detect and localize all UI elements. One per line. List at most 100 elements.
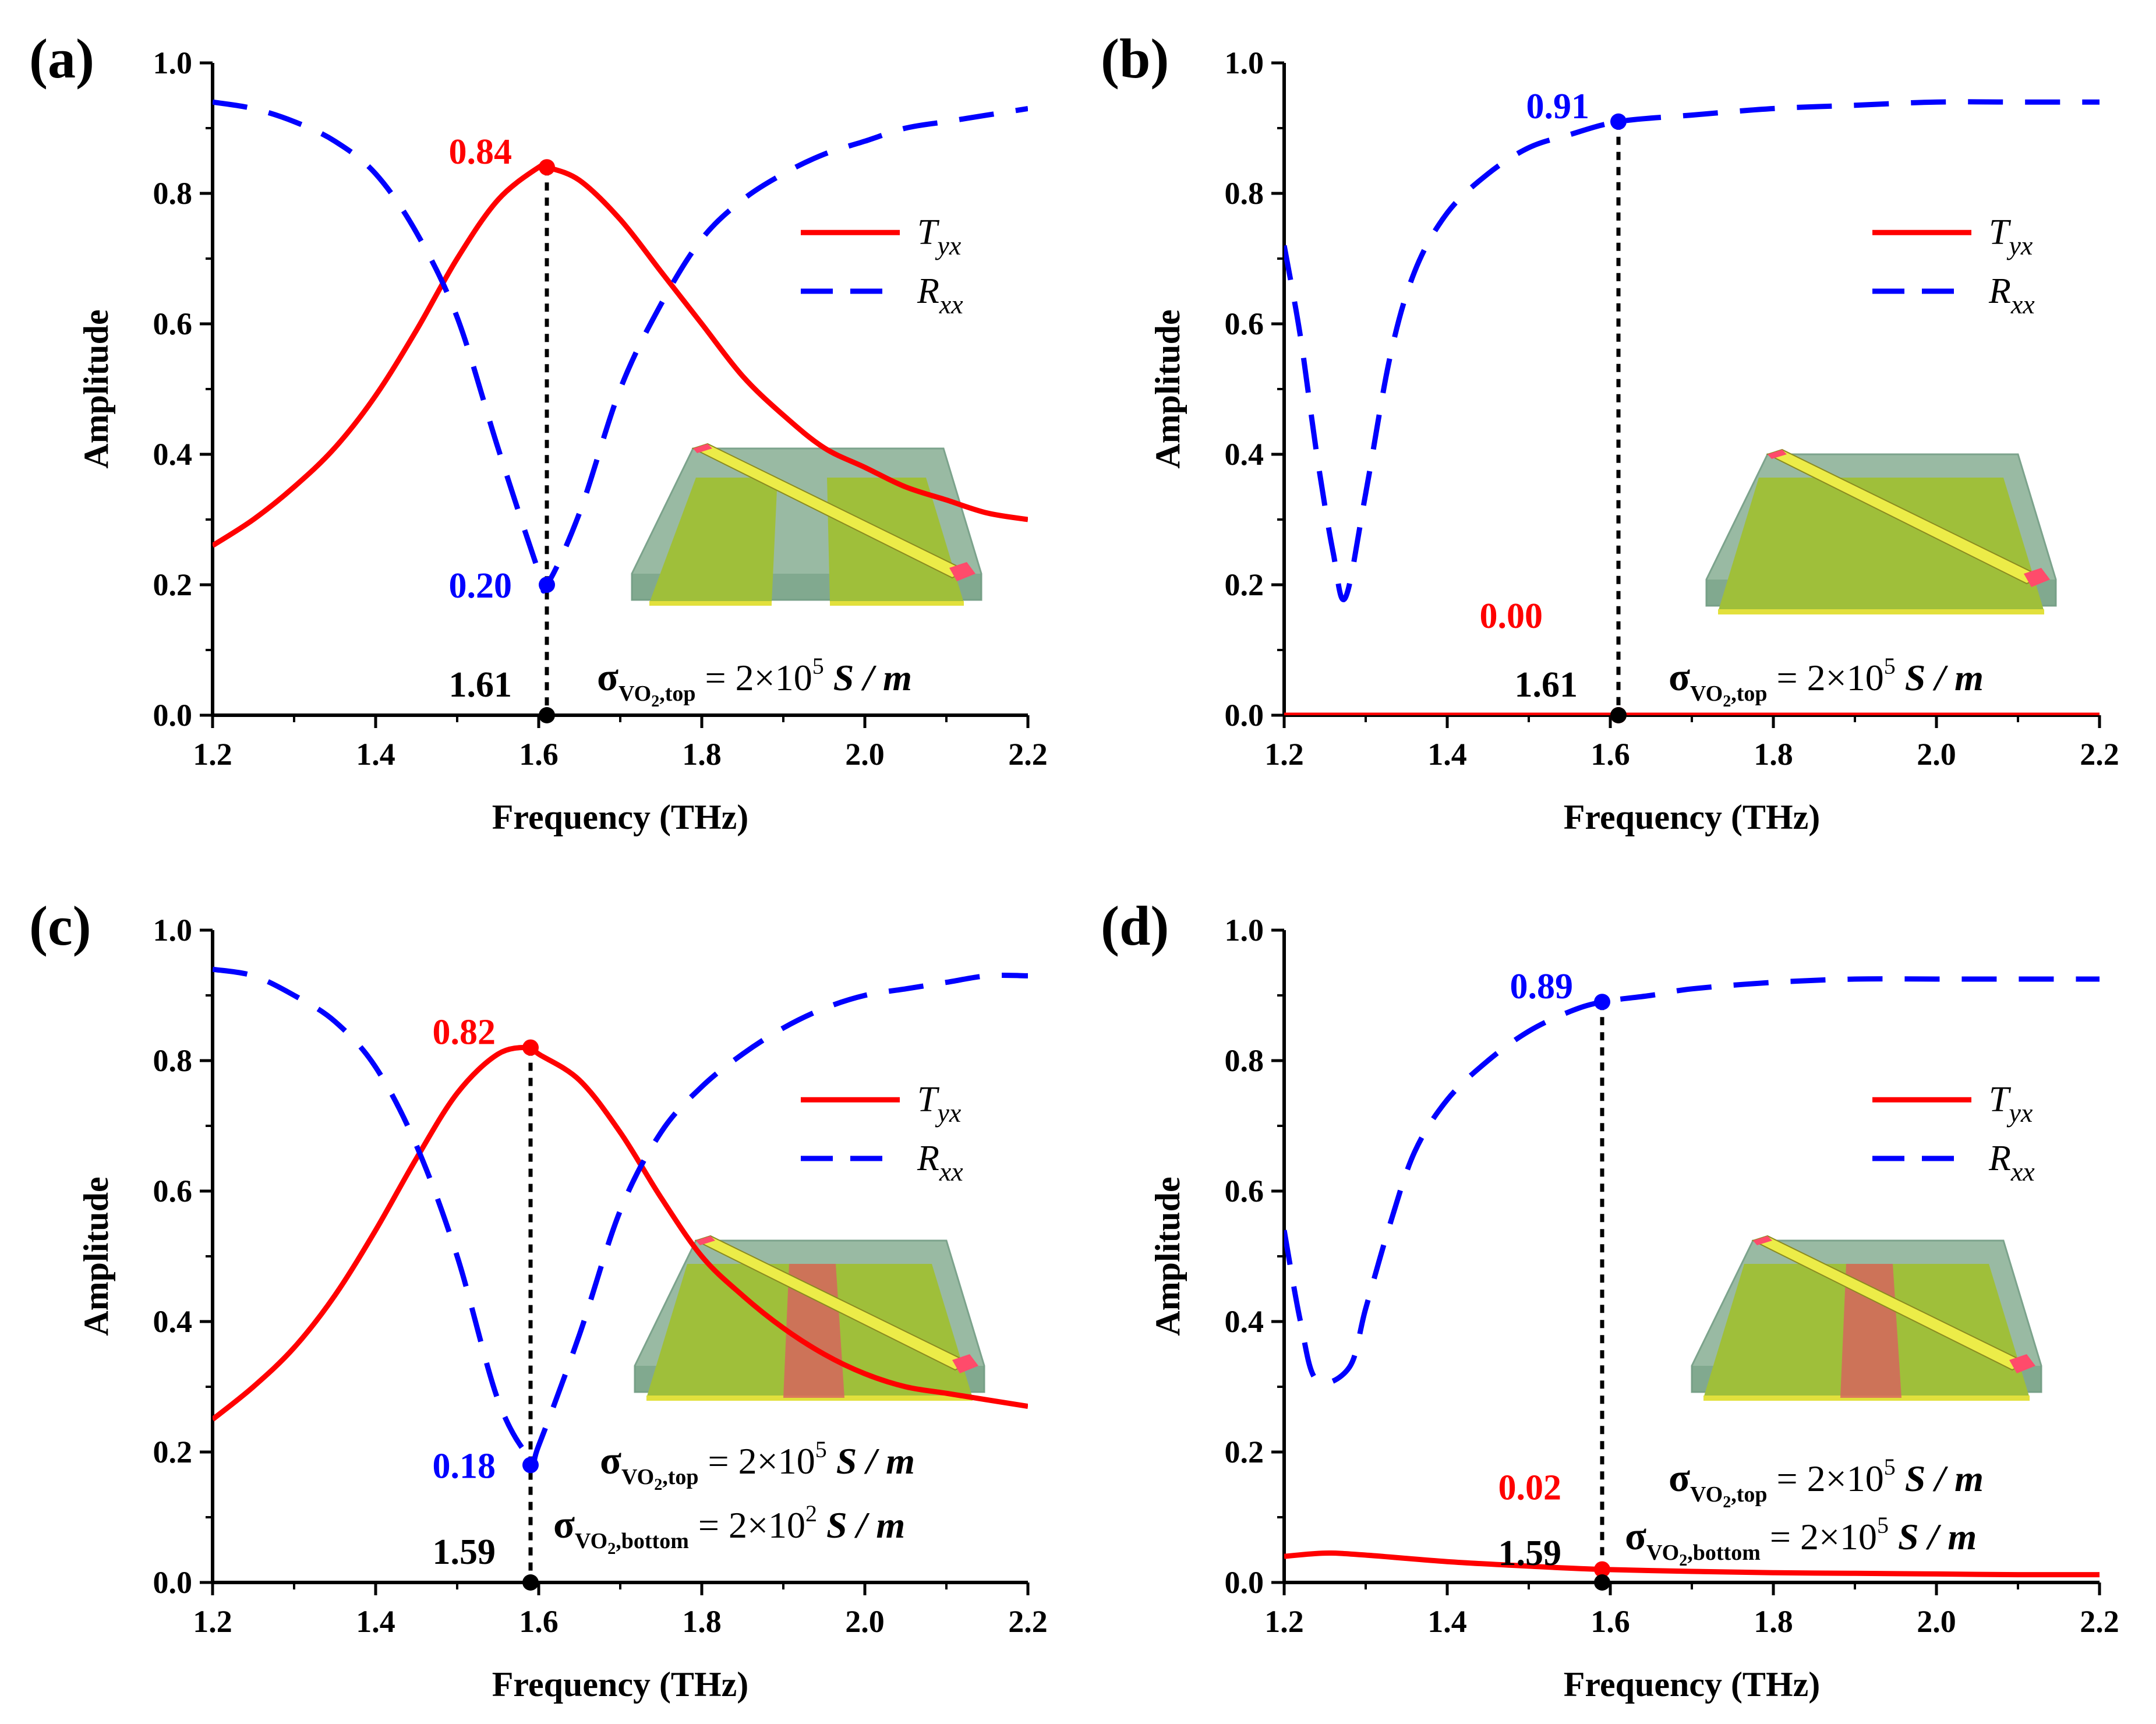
vo2-bar-end-top	[1753, 1236, 1772, 1245]
marker-label: 1.59	[1498, 1534, 1562, 1573]
formula-sigma: σ	[1669, 1455, 1690, 1500]
formula-sub-digit: 2	[1723, 693, 1731, 711]
formula-unit: S / m	[827, 1440, 915, 1482]
formula-sub-rest: ,top	[1731, 681, 1767, 706]
formula-sub: VO	[1690, 1482, 1723, 1507]
x-tick-label: 1.6	[1591, 1604, 1630, 1639]
y-tick-label: 0.0	[1225, 1565, 1264, 1600]
formula-unit: S / m	[1896, 657, 1984, 698]
y-axis-title: Amplitude	[77, 1177, 115, 1336]
series-line-tyx	[213, 1045, 1028, 1422]
formula-unit: S / m	[1896, 1458, 1984, 1499]
x-tick-label: 2.0	[1917, 737, 1956, 772]
x-tick-label: 1.4	[1427, 1604, 1467, 1639]
x-tick-label: 2.0	[1917, 1604, 1956, 1639]
panel-2: (b) 1.2 1.4 1.6 1.8 2.0 2.2 0.0 0.2 0.4 0.6 0.8 1.0 F…	[1101, 27, 2119, 836]
formula-unit: S / m	[817, 1504, 905, 1546]
x-tick-label: 1.2	[193, 737, 232, 772]
marker-label: 0.02	[1498, 1468, 1562, 1508]
y-tick-label: 1.0	[153, 913, 193, 948]
x-tick-label: 2.2	[1008, 1604, 1048, 1639]
y-tick-label: 0.8	[153, 176, 193, 211]
formula-rhs: = 2×10	[1761, 1516, 1877, 1557]
y-tick-label: 0.8	[1225, 1043, 1264, 1078]
conductivity-formula: σVO2,top = 2×105 S / m	[1669, 1454, 1984, 1511]
legend-symbol: T	[917, 1080, 940, 1119]
legend-subscript: yx	[2006, 1098, 2033, 1128]
y-tick-label: 1.0	[1225, 913, 1264, 948]
legend-subscript: xx	[2010, 1157, 2035, 1186]
legend-entry-tyx: Tyx	[917, 1080, 962, 1128]
gold-base	[646, 1396, 973, 1401]
y-tick-label: 0.2	[153, 1435, 193, 1469]
gold-base-right	[830, 601, 964, 606]
vo2-bar-end-top	[696, 1236, 715, 1245]
x-tick-label: 1.8	[682, 737, 722, 772]
marker-label: 0.18	[433, 1446, 496, 1486]
legend-symbol: T	[917, 213, 940, 252]
legend-entry-tyx: Tyx	[917, 213, 962, 260]
formula-rhs: = 2×10	[1768, 1458, 1884, 1499]
formula-sub-rest: ,top	[1731, 1482, 1767, 1507]
marker-label: 0.91	[1526, 87, 1590, 126]
panel-label: (c)	[29, 895, 91, 957]
marker-label: 0.89	[1510, 967, 1574, 1006]
series-line-rxx	[213, 99, 1028, 593]
marker-label: 0.82	[433, 1013, 496, 1052]
y-tick-label: 0.4	[1225, 1304, 1264, 1339]
marker-point	[1594, 994, 1610, 1011]
formula-exponent: 5	[812, 653, 824, 679]
marker-point	[539, 577, 555, 593]
formula-sub-rest: ,bottom	[616, 1529, 689, 1553]
marker-label: 0.00	[1480, 596, 1543, 636]
panel-1: (a) 1.2 1.4 1.6 1.8 2.0 2.2 0.0 0.2 0.4 0.6 0.8 1.0 F…	[29, 27, 1048, 836]
x-tick-label: 1.2	[1264, 737, 1304, 772]
x-tick-label: 2.2	[1008, 737, 1048, 772]
panel-label: (b)	[1101, 27, 1169, 90]
formula-sub-digit: 2	[1679, 1552, 1687, 1570]
inset-structure	[634, 1235, 985, 1401]
vo2-bar-end-top	[1768, 450, 1787, 459]
formula-rhs: = 2×10	[696, 657, 812, 698]
x-tick-label: 2.0	[845, 737, 885, 772]
y-tick-label: 0.6	[1225, 1174, 1264, 1209]
y-tick-label: 0.0	[1225, 698, 1264, 733]
formula-sub-digit: 2	[607, 1540, 616, 1558]
gold-pad-left	[649, 478, 777, 603]
legend-entry-tyx: Tyx	[1989, 213, 2033, 260]
x-tick-label: 1.4	[356, 737, 395, 772]
y-tick-label: 0.4	[153, 1304, 193, 1339]
marker-label: 1.61	[1515, 665, 1578, 705]
vo2-bar-end-top	[693, 444, 712, 453]
formula-exponent: 5	[1884, 1454, 1896, 1480]
x-tick-label: 1.8	[682, 1604, 722, 1639]
y-tick-label: 0.2	[153, 567, 193, 602]
legend-symbol: T	[1989, 1080, 2012, 1119]
y-axis-title: Amplitude	[1148, 1177, 1187, 1336]
vo2-bar-end-bottom	[2009, 1354, 2035, 1373]
formula-sub-rest: ,top	[662, 1465, 698, 1489]
formula-sigma: σ	[600, 1438, 621, 1482]
y-tick-label: 0.4	[153, 437, 193, 472]
legend-entry-rxx: Rxx	[917, 1139, 963, 1186]
conductivity-formula: σVO2,top = 2×105 S / m	[1669, 653, 1984, 711]
legend-subscript: yx	[935, 231, 961, 260]
formula-unit: S / m	[1889, 1516, 1977, 1557]
marker-point	[1610, 707, 1627, 723]
panel-label: (a)	[29, 27, 94, 90]
y-tick-label: 0.0	[153, 1565, 193, 1600]
series-line-rxx	[1284, 976, 2100, 1386]
formula-sub: VO	[618, 681, 651, 706]
formula-exponent: 5	[1884, 653, 1896, 679]
x-axis-title: Frequency (THz)	[1564, 798, 1820, 836]
series-line-rxx	[1284, 99, 2100, 602]
formula-sub: VO	[1690, 681, 1723, 706]
y-axis-title: Amplitude	[77, 309, 115, 468]
y-tick-label: 0.6	[1225, 306, 1264, 341]
x-tick-label: 1.2	[193, 1604, 232, 1639]
formula-sigma: σ	[597, 655, 618, 699]
legend-symbol: R	[1988, 271, 2011, 311]
legend-entry-rxx: Rxx	[917, 271, 963, 319]
formula-sub-rest: ,top	[659, 681, 695, 706]
